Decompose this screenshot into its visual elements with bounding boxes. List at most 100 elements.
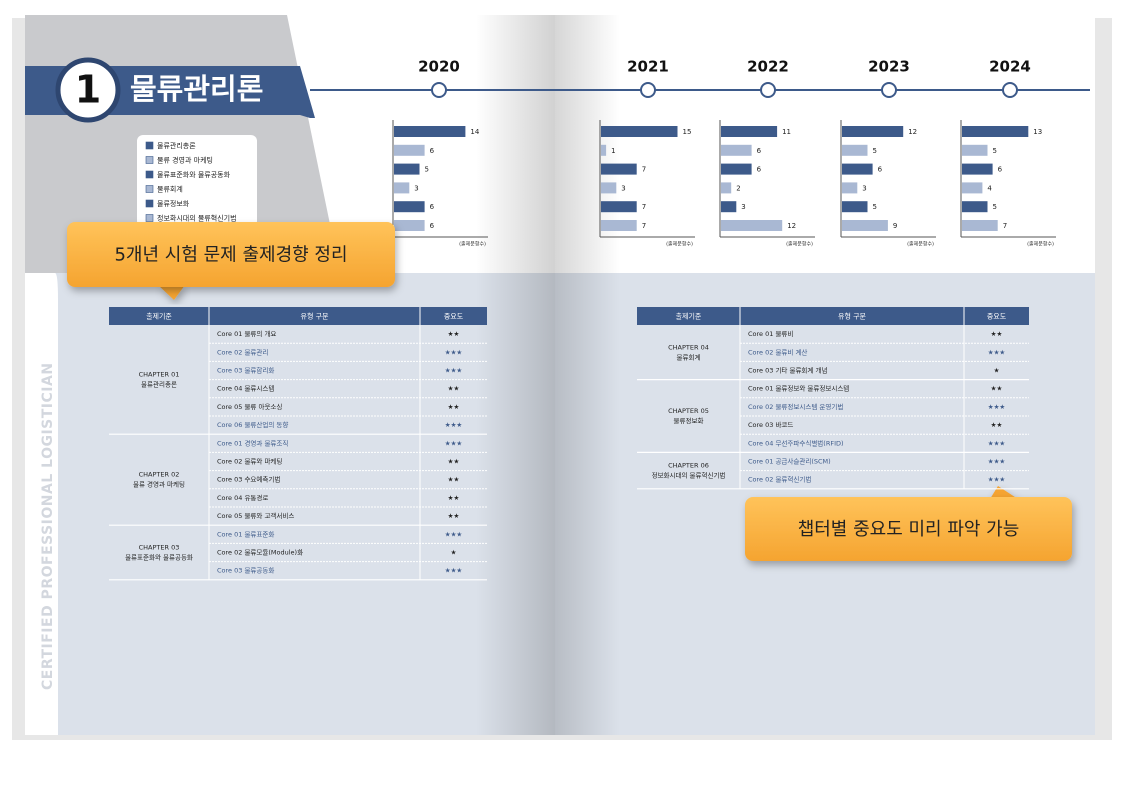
core-item: Core 01 물류정보와 물류정보시스템	[748, 384, 849, 393]
bar-label: 12	[908, 128, 917, 136]
importance: ★★	[448, 330, 460, 338]
bar	[962, 163, 993, 175]
bar	[962, 126, 1029, 137]
year-label: 2024	[989, 58, 1031, 76]
bar	[394, 144, 425, 156]
bar-label: 5	[993, 147, 997, 155]
chapter-name: 물류관리총론	[141, 380, 177, 389]
bar	[842, 201, 868, 213]
core-item: Core 02 물류와 마케팅	[217, 457, 282, 466]
bar	[394, 126, 466, 137]
importance: ★★★	[445, 421, 463, 429]
bar-label: 9	[893, 222, 897, 230]
callout-text: 5개년 시험 문제 출제경향 정리	[114, 245, 347, 266]
year-label: 2020	[418, 58, 460, 76]
core-item: Core 01 물류비	[748, 329, 793, 338]
year-label: 2023	[868, 58, 910, 76]
importance: ★★	[448, 476, 460, 484]
bar-label: 4	[987, 184, 992, 192]
core-item: Core 02 물류비 계산	[748, 347, 807, 356]
importance: ★★	[991, 330, 1003, 338]
bar	[721, 220, 783, 231]
bar-label: 15	[683, 128, 692, 136]
chart-unit: (출제문항수)	[459, 241, 486, 248]
bar	[721, 201, 737, 213]
table-header-cell: 출제기준	[676, 312, 702, 321]
bar-label: 6	[430, 203, 435, 211]
chapter-label: CHAPTER 01	[139, 371, 180, 379]
year-marker	[881, 82, 897, 98]
bar-label: 6	[430, 147, 435, 155]
legend-label: 물류관리총론	[157, 141, 196, 150]
bar-label: 5	[873, 203, 877, 211]
table-header-cell: 유형 구분	[301, 313, 330, 321]
core-item: Core 02 물류관리	[217, 347, 268, 356]
bar-label: 7	[1003, 222, 1007, 230]
chapter-label: CHAPTER 04	[668, 343, 709, 351]
chapter-label: CHAPTER 03	[139, 544, 180, 552]
bar-label: 7	[642, 222, 646, 230]
legend-swatch	[145, 141, 154, 150]
table-header	[637, 307, 1029, 325]
bar	[962, 144, 988, 156]
legend-label: 물류회계	[157, 185, 183, 194]
bar-label: 12	[787, 222, 796, 230]
chart-unit: (출제문항수)	[907, 241, 934, 248]
bar-label: 7	[642, 203, 646, 211]
core-item: Core 05 물류 아웃소싱	[217, 402, 282, 411]
core-item: Core 01 물류표준화	[217, 530, 274, 538]
importance: ★★★	[988, 403, 1006, 411]
chapter-name: 물류 경영과 마케팅	[133, 480, 185, 489]
chart-unit: (출제문항수)	[786, 241, 813, 248]
bar-label: 2	[736, 184, 740, 192]
chapter-name: 물류정보화	[674, 416, 704, 425]
bar-label: 1	[611, 147, 615, 155]
bar	[601, 220, 637, 231]
bar	[962, 220, 998, 231]
callout-text: 챕터별 중요도 미리 파악 가능	[798, 519, 1020, 540]
bar	[601, 182, 617, 194]
bar	[842, 220, 888, 231]
chapter-title: 물류관리론	[130, 72, 263, 106]
core-item: Core 02 물류혁신기법	[748, 475, 811, 484]
importance: ★★★	[988, 476, 1006, 484]
legend-swatch	[145, 170, 154, 179]
year-marker	[640, 82, 656, 98]
bar-label: 11	[782, 128, 791, 136]
bar-label: 5	[873, 147, 877, 155]
core-item: Core 01 공급사슬관리(SCM)	[748, 457, 831, 466]
legend-label: 정보화시대의 물류혁신기법	[157, 214, 237, 223]
bar	[394, 182, 410, 194]
year-marker	[1002, 82, 1018, 98]
table-header-cell: 유형 구분	[838, 313, 867, 321]
legend-box	[137, 135, 257, 227]
core-item: Core 03 바코드	[748, 420, 793, 429]
chapter-number: 1	[75, 68, 101, 112]
importance: ★★★	[988, 439, 1006, 447]
bar-label: 3	[741, 203, 745, 211]
table-header-cell: 출제기준	[146, 312, 172, 321]
table-header-cell: 중요도	[444, 313, 464, 321]
bar-label: 6	[757, 166, 762, 174]
bar	[842, 126, 904, 137]
chapter-badge	[55, 57, 121, 123]
bar	[601, 126, 678, 137]
core-item: Core 03 물류공동화	[217, 567, 274, 575]
gutter-shadow	[25, 15, 555, 735]
bar	[394, 220, 425, 231]
legend-swatch	[145, 214, 154, 222]
legend-label: 물류정보화	[157, 199, 190, 208]
bar	[842, 163, 873, 175]
importance: ★★	[448, 512, 460, 520]
year-marker	[431, 82, 447, 98]
callout-box	[745, 497, 1072, 561]
importance: ★★★	[988, 458, 1006, 466]
core-item: Core 01 경영과 물류조직	[217, 438, 288, 447]
year-marker	[760, 82, 776, 98]
core-item: Core 02 물류정보시스템 운영기법	[748, 402, 843, 411]
bar-label: 3	[621, 184, 625, 192]
importance: ★★★	[988, 348, 1006, 356]
bar-label: 6	[998, 166, 1003, 174]
core-item: Core 06 물류산업의 동향	[217, 420, 288, 429]
